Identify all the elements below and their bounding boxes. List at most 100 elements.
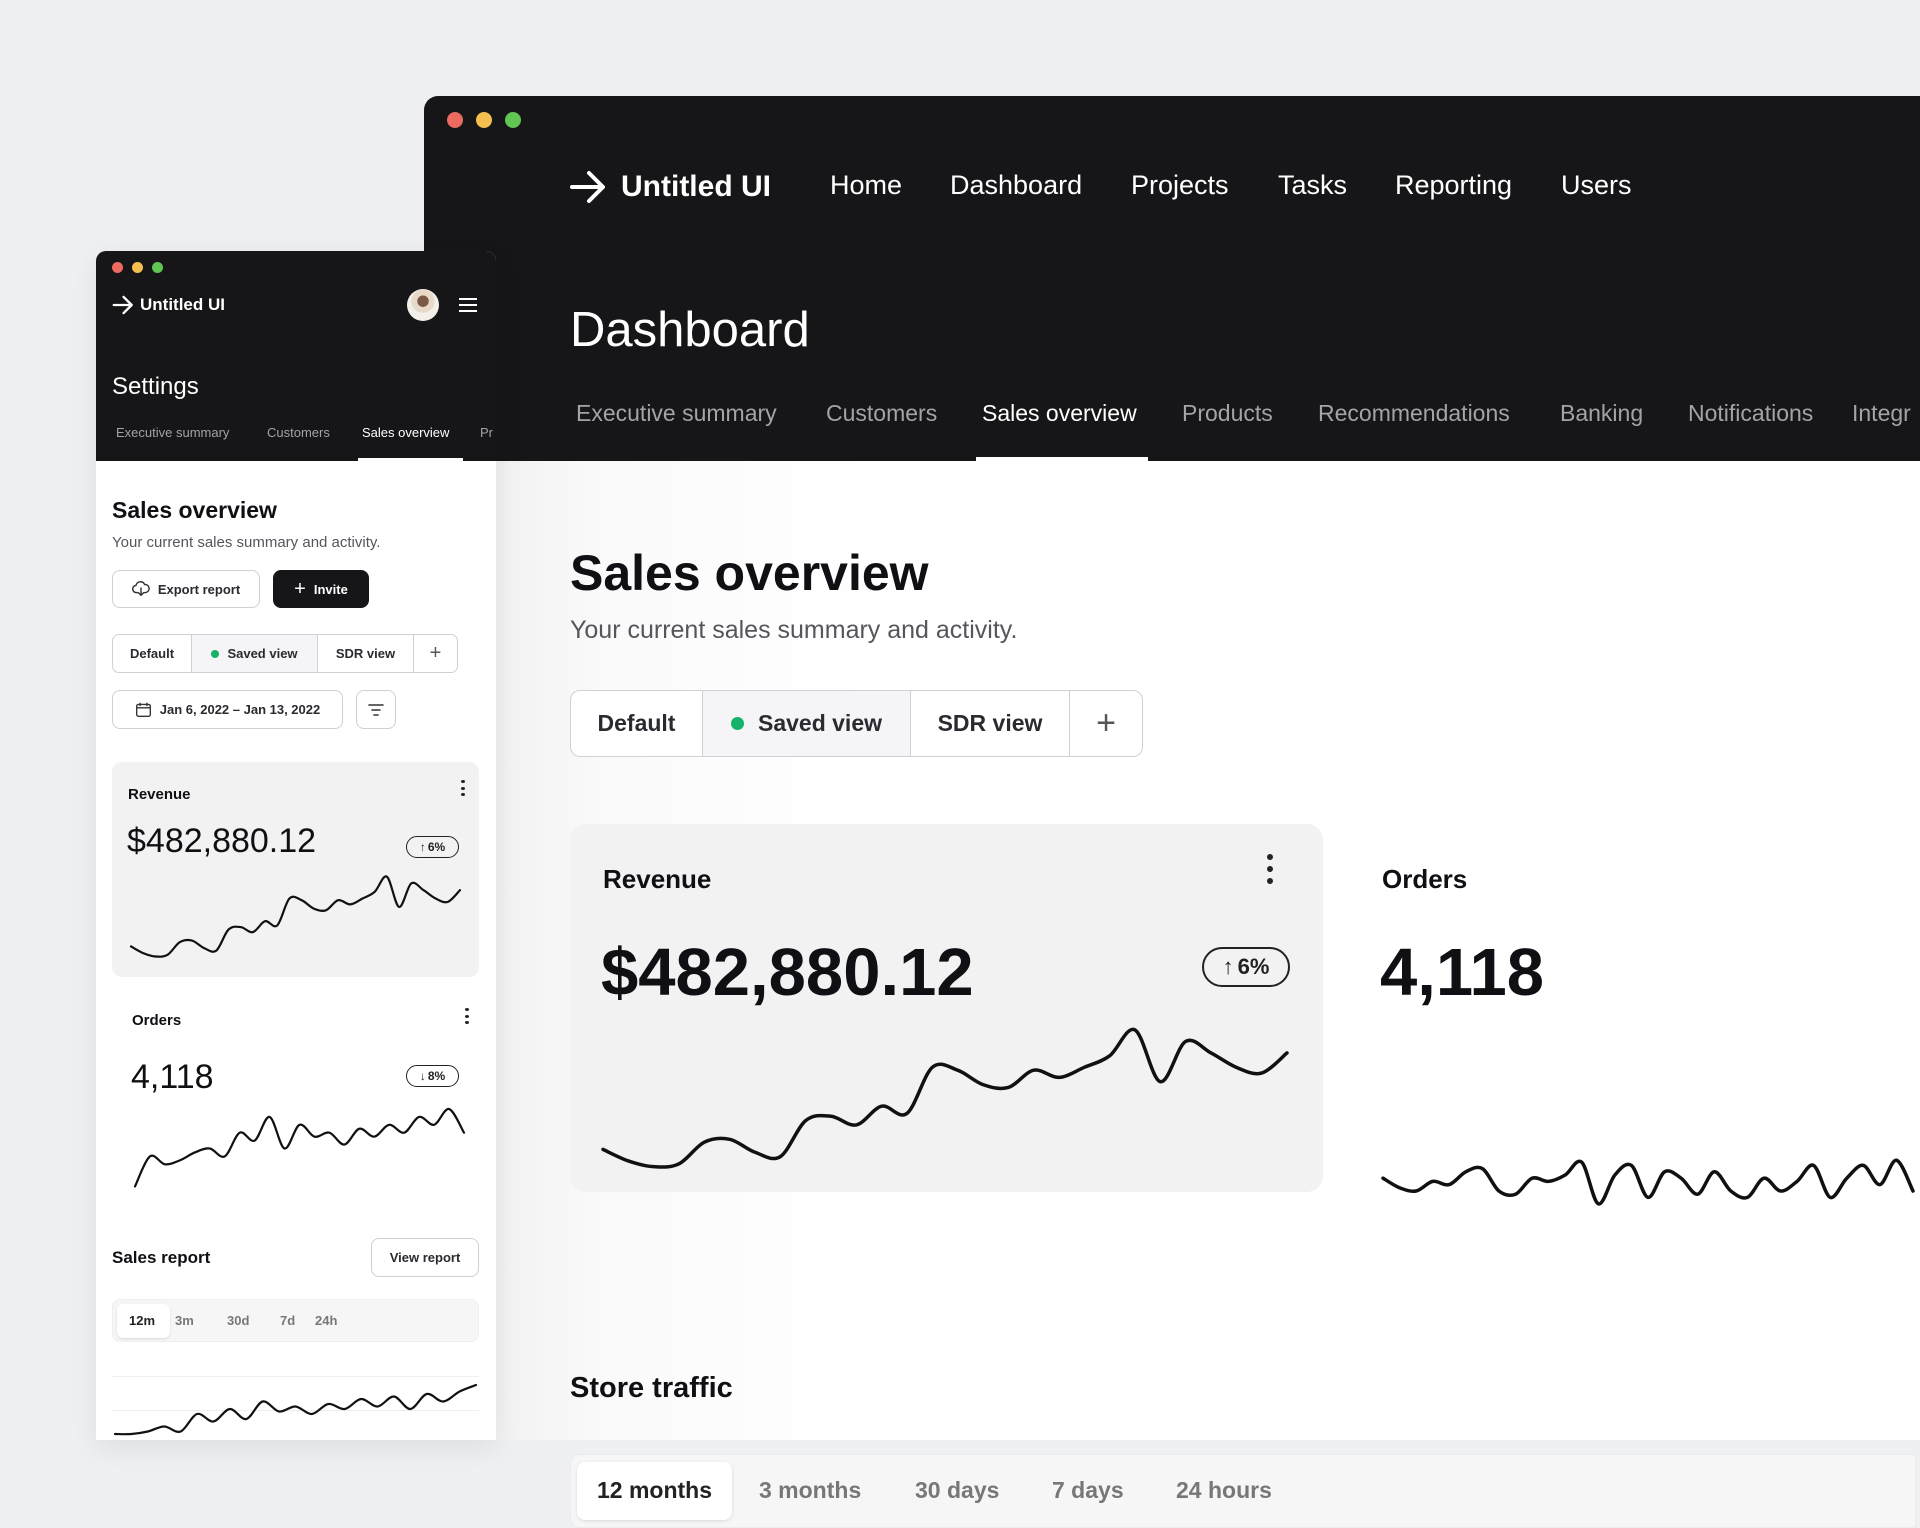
more-vertical-icon[interactable] — [465, 1008, 469, 1024]
range-30d[interactable]: 30d — [227, 1313, 250, 1328]
filter-button[interactable] — [356, 690, 396, 729]
plus-icon: + — [294, 577, 306, 600]
avatar[interactable] — [407, 289, 439, 321]
plus-icon: + — [429, 642, 442, 664]
cloud-download-icon — [131, 581, 150, 597]
sparkline-path — [601, 1027, 1289, 1169]
desktop-window: Untitled UI Home Dashboard Projects Task… — [424, 96, 1920, 1528]
section-title: Sales overview — [570, 545, 929, 601]
status-dot — [211, 649, 220, 658]
arrow-right-icon — [570, 171, 605, 203]
mobile-window: Untitled UI Settings Executive summary C… — [96, 251, 496, 1440]
tab-notifications[interactable]: Notifications — [1688, 400, 1814, 426]
tab-recommendations[interactable]: Recommendations — [1318, 400, 1510, 426]
revenue-change-badge: ↑ 6% — [1202, 947, 1290, 987]
orders-sparkline — [1381, 1158, 1915, 1206]
filter-lines-icon — [368, 703, 384, 716]
plus-icon: + — [1096, 704, 1116, 742]
range-7d[interactable]: 7d — [280, 1313, 296, 1328]
page-title: Dashboard — [570, 303, 810, 357]
view-sdr[interactable]: SDR view — [911, 691, 1070, 756]
report-range-tabs: 12m 3m 30d 7d 24h — [112, 1299, 479, 1342]
arrow-up-icon: ↑ — [1222, 954, 1234, 979]
sales-report-line — [113, 1383, 478, 1436]
tab-integrations[interactable]: Integr — [1852, 400, 1911, 426]
tab-sales-overview[interactable]: Sales overview — [982, 400, 1137, 426]
more-vertical-icon[interactable] — [461, 780, 465, 796]
mobile-header: Untitled UI Settings Executive summary C… — [96, 251, 496, 461]
tab-customers[interactable]: Customers — [826, 400, 938, 426]
revenue-value: $482,880.12 — [601, 935, 974, 1010]
orders-value: 4,118 — [1380, 935, 1544, 1010]
tab-executive-summary[interactable]: Executive summary — [576, 400, 777, 426]
view-sdr[interactable]: SDR view — [318, 635, 414, 672]
revenue-change: 6% — [1237, 954, 1270, 979]
invite-label: Invite — [313, 581, 348, 597]
range-12-months[interactable]: 12 months — [597, 1477, 713, 1503]
view-default[interactable]: Default — [113, 635, 192, 672]
tab-products[interactable]: Pr — [480, 425, 493, 440]
close-window-button[interactable] — [447, 112, 463, 128]
range-24h[interactable]: 24h — [315, 1313, 338, 1328]
orders-change-badge: ↓ 8% — [406, 1065, 459, 1087]
close-window-button[interactable] — [112, 262, 123, 273]
range-12m[interactable]: 12m — [129, 1313, 156, 1328]
revenue-sparkline — [129, 875, 462, 958]
calendar-icon — [135, 702, 151, 717]
range-24-hours[interactable]: 24 hours — [1176, 1477, 1272, 1503]
maximize-window-button[interactable] — [505, 112, 521, 128]
nav-dashboard[interactable]: Dashboard — [950, 170, 1083, 200]
nav-users[interactable]: Users — [1561, 170, 1632, 200]
section-subtitle: Your current sales summary and activity. — [570, 616, 1018, 644]
range-3m[interactable]: 3m — [175, 1313, 194, 1328]
export-label: Export report — [157, 581, 241, 597]
nav-tasks[interactable]: Tasks — [1278, 170, 1348, 200]
view-saved[interactable]: Saved view — [192, 635, 318, 672]
tab-banking[interactable]: Banking — [1560, 400, 1644, 426]
date-range-picker[interactable]: Jan 6, 2022 – Jan 13, 2022 — [112, 690, 343, 729]
brand-name: Untitled UI — [140, 295, 225, 314]
nav-home[interactable]: Home — [830, 170, 903, 200]
sparkline-path — [1381, 1158, 1915, 1206]
tab-executive-summary[interactable]: Executive summary — [116, 425, 230, 440]
sparkline-path — [133, 1107, 466, 1188]
revenue-change-badge: ↑ 6% — [406, 836, 459, 858]
sparkline-path — [129, 875, 462, 958]
view-default[interactable]: Default — [571, 691, 703, 756]
add-view-button[interactable]: + — [1070, 691, 1142, 756]
tab-products[interactable]: Products — [1182, 400, 1273, 426]
tab-customers[interactable]: Customers — [267, 425, 330, 440]
view-selector: Default Saved view SDR view + — [570, 690, 1143, 757]
range-3-months[interactable]: 3 months — [759, 1477, 862, 1503]
revenue-label: Revenue — [603, 864, 712, 894]
orders-label: Orders — [1382, 864, 1468, 894]
arrow-up-icon: ↑ — [419, 840, 426, 854]
revenue-label: Revenue — [128, 786, 191, 803]
view-saved-label: Saved view — [227, 646, 298, 661]
nav-reporting[interactable]: Reporting — [1395, 170, 1513, 200]
view-selector: Default Saved view SDR view + — [112, 634, 458, 673]
add-view-button[interactable]: + — [414, 635, 457, 672]
menu-icon[interactable] — [459, 298, 477, 312]
more-vertical-icon[interactable] — [1267, 854, 1273, 884]
tab-sales-overview[interactable]: Sales overview — [362, 425, 450, 440]
view-report-button[interactable]: View report — [371, 1238, 479, 1277]
range-30-days[interactable]: 30 days — [915, 1477, 1000, 1503]
export-report-button[interactable]: Export report — [112, 570, 260, 608]
nav-projects[interactable]: Projects — [1131, 170, 1229, 200]
logo[interactable]: Untitled UI — [112, 294, 225, 316]
status-dot — [730, 717, 744, 730]
minimize-window-button[interactable] — [132, 262, 143, 273]
traffic-range-tabs: 12 months 3 months 30 days 7 days 24 hou… — [570, 1454, 1916, 1528]
view-saved[interactable]: Saved view — [703, 691, 911, 756]
revenue-value: $482,880.12 — [127, 822, 317, 860]
revenue-sparkline — [601, 1027, 1289, 1169]
invite-button[interactable]: + Invite — [273, 570, 369, 608]
range-7-days[interactable]: 7 days — [1052, 1477, 1124, 1503]
section-title: Sales overview — [112, 497, 277, 523]
logo[interactable]: Untitled UI — [569, 168, 771, 206]
maximize-window-button[interactable] — [152, 262, 163, 273]
minimize-window-button[interactable] — [476, 112, 492, 128]
arrow-right-icon — [112, 295, 133, 315]
view-saved-label: Saved view — [757, 710, 883, 736]
